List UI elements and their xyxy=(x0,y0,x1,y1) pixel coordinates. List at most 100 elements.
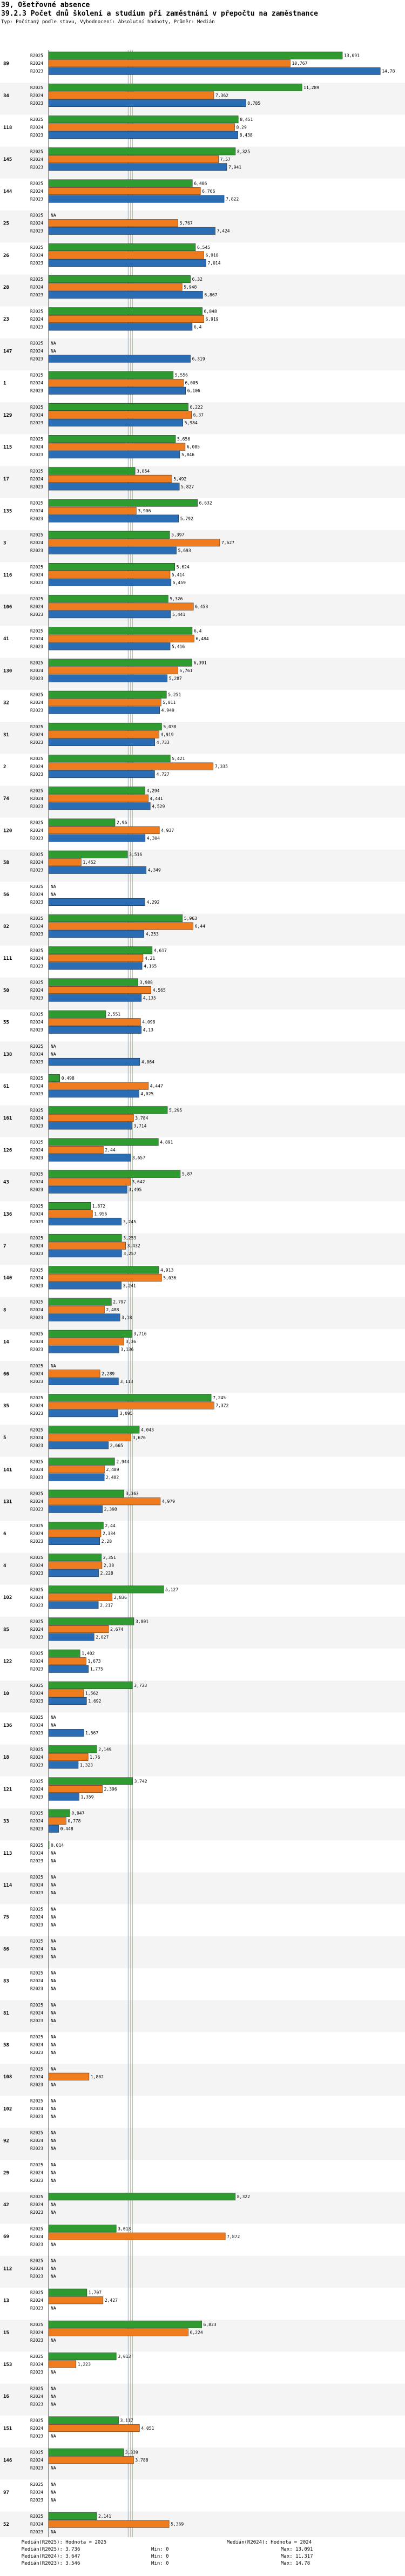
category-label: 102 xyxy=(3,1595,12,1601)
bar-r2023 xyxy=(48,962,143,970)
series-label: R2023 xyxy=(30,804,43,809)
series-label: R2024 xyxy=(30,540,43,545)
series-label: R2025 xyxy=(30,501,43,506)
section-title: 39, Ošetřovné absence xyxy=(1,1,90,9)
na-label: NA xyxy=(51,1723,56,1728)
value-label: 7,627 xyxy=(221,540,234,545)
value-label: 3,013 xyxy=(118,2226,131,2231)
value-label: 2,28 xyxy=(102,1539,112,1544)
bar-r2024 xyxy=(48,507,137,515)
value-label: 2,351 xyxy=(103,1555,116,1560)
value-label: 3,495 xyxy=(129,1188,141,1192)
value-label: 0,448 xyxy=(60,1827,73,1832)
category-label: 161 xyxy=(3,1116,12,1121)
bar-r2024 xyxy=(48,2296,104,2304)
category-label: 56 xyxy=(3,892,9,898)
category-label: 3 xyxy=(3,541,6,546)
category-label: 82 xyxy=(3,924,9,930)
bar-r2024 xyxy=(48,1593,113,1601)
na-label: NA xyxy=(51,2482,56,2487)
series-label: R2023 xyxy=(30,1762,43,1767)
series-label: R2023 xyxy=(30,2178,43,2183)
value-label: 1,802 xyxy=(91,2075,104,2079)
value-label: 7,822 xyxy=(226,197,239,202)
series-label: R2024 xyxy=(30,1116,43,1121)
value-label: 4,565 xyxy=(153,988,166,993)
legend-text: Min: 0 xyxy=(151,2554,169,2559)
series-label: R2024 xyxy=(30,668,43,673)
bar-r2025 xyxy=(48,1426,140,1434)
series-label: R2024 xyxy=(30,828,43,833)
series-label: R2023 xyxy=(30,2114,43,2119)
bar-r2023 xyxy=(48,866,146,874)
series-label: R2024 xyxy=(30,2170,43,2175)
value-label: 7,362 xyxy=(215,93,228,98)
value-label: 6,37 xyxy=(193,412,204,417)
value-label: 4,025 xyxy=(140,1092,153,1096)
series-label: R2023 xyxy=(30,1316,43,1320)
category-label: 50 xyxy=(3,988,9,993)
bar-r2024 xyxy=(48,2360,77,2368)
category-label: 113 xyxy=(3,1851,12,1856)
bar-r2025 xyxy=(48,595,168,603)
series-label: R2024 xyxy=(30,2490,43,2494)
value-label: 4,304 xyxy=(147,836,160,841)
bar-r2025 xyxy=(48,83,302,91)
bar-r2023 xyxy=(48,930,144,938)
group-stripe xyxy=(0,2255,405,2288)
value-label: 4,937 xyxy=(161,828,174,833)
series-label: R2025 xyxy=(30,980,43,985)
series-label: R2024 xyxy=(30,924,43,929)
series-label: R2024 xyxy=(30,1787,43,1792)
bar-r2025 xyxy=(48,946,153,954)
series-label: R2024 xyxy=(30,2522,43,2527)
category-label: 13 xyxy=(3,2299,9,2304)
series-label: R2024 xyxy=(30,860,43,865)
na-label: NA xyxy=(51,892,56,897)
bar-r2024 xyxy=(48,1273,162,1282)
series-label: R2024 xyxy=(30,796,43,801)
series-label: R2023 xyxy=(30,1379,43,1384)
category-label: 52 xyxy=(3,2522,9,2527)
series-label: R2024 xyxy=(30,605,43,609)
bar-r2024 xyxy=(48,187,201,195)
bar-r2023 xyxy=(48,1569,99,1577)
series-label: R2025 xyxy=(30,373,43,378)
value-label: 4,135 xyxy=(143,996,156,1001)
series-label: R2024 xyxy=(30,1371,43,1376)
value-label: 8,29 xyxy=(237,125,247,130)
value-label: 6,766 xyxy=(202,189,215,194)
category-label: 92 xyxy=(3,2139,9,2144)
category-label: 75 xyxy=(3,1915,9,1920)
category-label: 111 xyxy=(3,956,12,961)
bar-r2024 xyxy=(48,1433,132,1441)
na-label: NA xyxy=(51,2138,56,2143)
category-label: 32 xyxy=(3,701,9,706)
series-label: R2025 xyxy=(30,884,43,889)
value-label: 1,76 xyxy=(90,1755,100,1760)
bar-r2025 xyxy=(48,2353,117,2361)
value-label: 3,742 xyxy=(134,1779,147,1784)
series-label: R2025 xyxy=(30,1619,43,1624)
category-label: 33 xyxy=(3,1819,9,1825)
series-label: R2023 xyxy=(30,389,43,394)
value-label: 3,257 xyxy=(123,1251,136,1256)
bar-r2024 xyxy=(48,379,184,387)
na-label: NA xyxy=(51,2259,56,2263)
bar-r2023 xyxy=(48,802,151,810)
series-label: R2025 xyxy=(30,2450,43,2455)
category-label: 42 xyxy=(3,2202,9,2208)
value-label: 1,359 xyxy=(80,1795,93,1800)
value-label: 1,402 xyxy=(82,1651,94,1656)
series-label: R2024 xyxy=(30,2394,43,2399)
value-label: 8,438 xyxy=(240,133,253,138)
series-label: R2025 xyxy=(30,2163,43,2167)
value-label: 3,906 xyxy=(138,509,151,513)
bar-r2025 xyxy=(48,116,239,124)
category-label: 41 xyxy=(3,636,9,642)
bar-r2025 xyxy=(48,2448,124,2456)
value-label: 4,617 xyxy=(154,948,167,953)
series-label: R2025 xyxy=(30,661,43,666)
series-label: R2024 xyxy=(30,1467,43,1472)
legend-text: Max: 11,317 xyxy=(281,2554,313,2559)
